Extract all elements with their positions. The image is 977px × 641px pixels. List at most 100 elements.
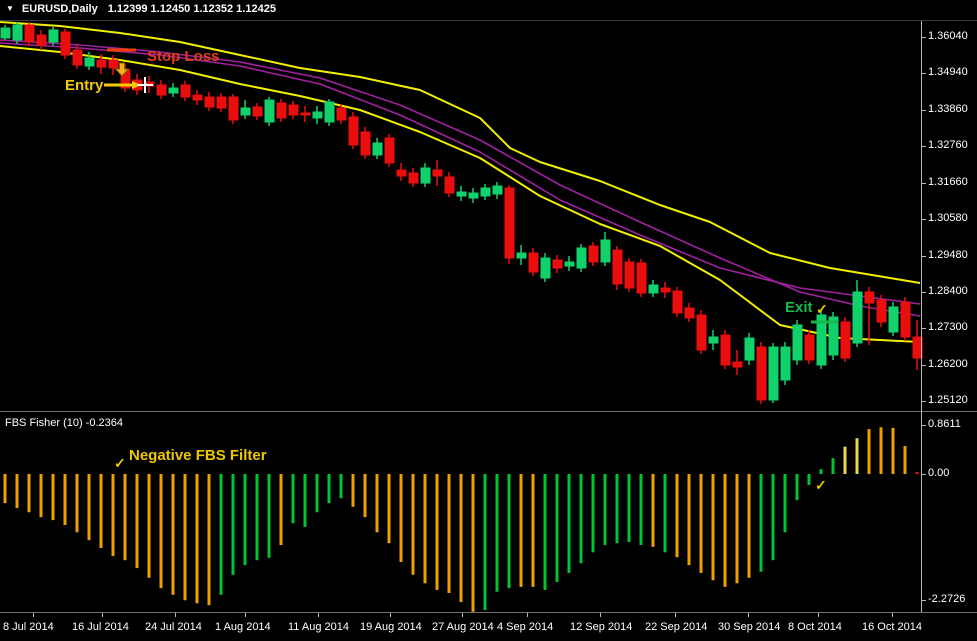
- candle-body: [216, 96, 227, 109]
- fisher-bar: [447, 474, 451, 593]
- candle-body: [528, 252, 539, 273]
- fisher-bar: [183, 474, 187, 601]
- fisher-bar: [63, 474, 67, 525]
- candle-body: [300, 112, 311, 116]
- fisher-bar: [711, 474, 715, 581]
- fisher-bar: [615, 474, 619, 544]
- fisher-bar: [675, 474, 679, 558]
- candle-body: [888, 306, 899, 333]
- fisher-bar: [771, 474, 775, 561]
- candle-body: [540, 257, 551, 279]
- candle-body: [96, 59, 107, 68]
- fisher-bar: [507, 474, 511, 589]
- fisher-bar: [663, 474, 667, 553]
- candle-body: [816, 314, 827, 366]
- candle-body: [276, 102, 287, 119]
- candle-body: [804, 334, 815, 361]
- fisher-bar: [495, 474, 499, 592]
- candle-body: [36, 34, 47, 46]
- candle-body: [708, 336, 719, 344]
- fisher-bar: [399, 474, 403, 563]
- candle-body: [576, 247, 587, 269]
- candle-body: [72, 49, 83, 66]
- candle-body: [60, 31, 71, 56]
- candle-body: [504, 187, 515, 259]
- candle-body: [192, 94, 203, 101]
- candle-body: [252, 106, 263, 117]
- chart-dropdown-icon[interactable]: ▼: [6, 4, 14, 13]
- fisher-bar: [231, 474, 235, 575]
- candle-body: [420, 167, 431, 184]
- fisher-bar: [903, 446, 907, 474]
- fisher-bar: [423, 474, 427, 584]
- fisher-bar: [459, 474, 463, 603]
- candle-body: [684, 307, 695, 319]
- candlestick-series: [0, 22, 923, 404]
- fisher-bar: [339, 474, 343, 499]
- chart-title-bar: ▼ EURUSD,Daily 1.12399 1.12450 1.12352 1.1…: [6, 3, 276, 19]
- candle-body: [24, 24, 35, 43]
- fisher-bar: [819, 469, 823, 474]
- candle-body: [900, 301, 911, 338]
- fisher-bar: [39, 474, 43, 518]
- fisher-bar: [255, 474, 259, 561]
- candle-body: [240, 107, 251, 116]
- fisher-bar: [123, 474, 127, 561]
- fisher-bar: [387, 474, 391, 544]
- candle-body: [396, 169, 407, 177]
- candle-body: [624, 261, 635, 289]
- candle-body: [588, 245, 599, 263]
- fisher-bar: [579, 474, 583, 564]
- candle-body: [564, 261, 575, 267]
- fisher-bar: [531, 474, 535, 587]
- fisher-bar: [315, 474, 319, 513]
- candle-body: [0, 27, 11, 39]
- fisher-bar: [795, 474, 799, 501]
- fisher-bar: [87, 474, 91, 541]
- candle-body: [480, 187, 491, 197]
- candle-body: [612, 249, 623, 285]
- candle-body: [84, 57, 95, 67]
- entry-arrowhead-icon: [132, 81, 141, 89]
- fisher-bar: [687, 474, 691, 566]
- candle-body: [852, 291, 863, 344]
- fisher-bar: [135, 474, 139, 569]
- candle-body: [516, 252, 527, 259]
- fisher-bar: [15, 474, 19, 508]
- candle-body: [732, 361, 743, 368]
- fisher-bar: [783, 474, 787, 533]
- candle-body: [828, 316, 839, 356]
- fisher-bar: [627, 474, 631, 542]
- candle-body: [444, 176, 455, 194]
- trade-annotations: [104, 48, 838, 324]
- candle-body: [792, 324, 803, 361]
- fisher-bar: [555, 474, 559, 583]
- candle-body: [360, 131, 371, 156]
- fisher-bar: [291, 474, 295, 524]
- purple-ma-fast: [0, 42, 921, 305]
- candle-body: [744, 337, 755, 361]
- fisher-bar: [351, 474, 355, 507]
- fisher-bar: [867, 429, 871, 474]
- candle-body: [780, 346, 791, 381]
- fisher-bar: [543, 474, 547, 590]
- candle-body: [660, 287, 671, 293]
- candle-body: [312, 111, 323, 119]
- fisher-bar: [735, 474, 739, 584]
- fisher-bar: [411, 474, 415, 575]
- candle-body: [636, 262, 647, 294]
- candle-body: [288, 104, 299, 116]
- fisher-bar: [375, 474, 379, 533]
- fisher-bar: [591, 474, 595, 553]
- candle-body: [228, 96, 239, 121]
- candle-body: [876, 299, 887, 323]
- candle-body: [840, 321, 851, 359]
- fisher-bar: [639, 474, 643, 546]
- sell-arrow-icon[interactable]: [114, 62, 130, 77]
- candle-body: [108, 59, 119, 69]
- candle-body: [492, 185, 503, 195]
- fisher-bar: [75, 474, 79, 533]
- fisher-bar: [147, 474, 151, 578]
